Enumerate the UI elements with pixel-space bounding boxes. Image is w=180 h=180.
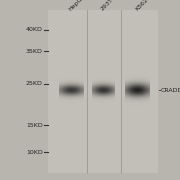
Text: HepG2: HepG2 — [68, 0, 86, 12]
Text: 25KD: 25KD — [26, 81, 43, 86]
Text: 40KD: 40KD — [26, 27, 43, 32]
Text: 35KD: 35KD — [26, 49, 43, 54]
Text: 15KD: 15KD — [26, 123, 43, 128]
Text: K562: K562 — [134, 0, 149, 12]
Text: 10KD: 10KD — [26, 150, 43, 155]
Text: 293T: 293T — [100, 0, 115, 12]
Text: CRADD: CRADD — [161, 87, 180, 93]
Bar — [48, 10, 158, 173]
